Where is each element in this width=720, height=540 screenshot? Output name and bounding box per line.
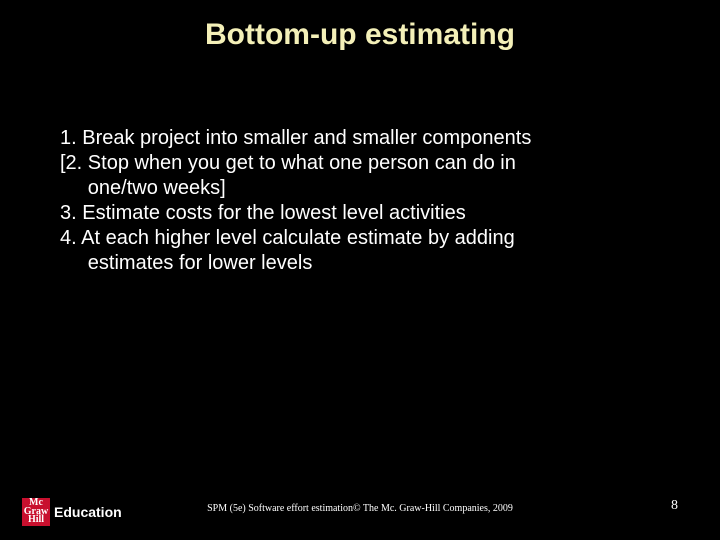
body-line: estimates for lower levels: [60, 251, 660, 276]
body-line: 4. At each higher level calculate estima…: [60, 226, 660, 251]
logo-mark: Mc Graw Hill: [22, 498, 50, 526]
page-number: 8: [671, 498, 678, 514]
slide-title: Bottom-up estimating: [0, 18, 720, 52]
body-line: [2. Stop when you get to what one person…: [60, 151, 660, 176]
publisher-logo: Mc Graw Hill Education: [22, 498, 122, 526]
logo-mark-line: Hill: [28, 516, 44, 525]
logo-word: Education: [54, 504, 122, 520]
body-line: 1. Break project into smaller and smalle…: [60, 126, 660, 151]
body-line: one/two weeks]: [60, 176, 660, 201]
slide-body: 1. Break project into smaller and smalle…: [60, 126, 660, 276]
slide: Bottom-up estimating 1. Break project in…: [0, 0, 720, 540]
body-line: 3. Estimate costs for the lowest level a…: [60, 201, 660, 226]
